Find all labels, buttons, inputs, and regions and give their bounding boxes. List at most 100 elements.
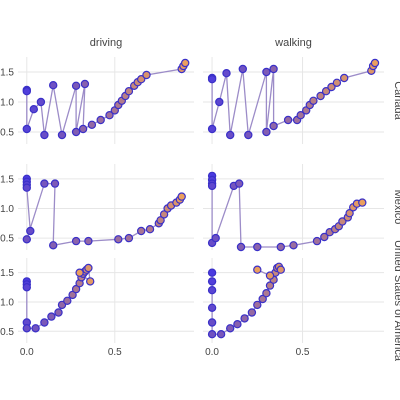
data-point xyxy=(49,80,58,90)
series-line xyxy=(26,62,186,136)
data-point xyxy=(136,74,146,84)
data-point xyxy=(327,82,336,92)
data-point xyxy=(29,104,38,114)
data-point xyxy=(75,268,84,277)
data-point xyxy=(124,86,134,96)
data-point xyxy=(269,121,278,131)
data-point xyxy=(54,308,63,317)
facet-panel: 0.0 0.5 xyxy=(203,258,384,358)
data-point xyxy=(289,241,298,250)
data-point xyxy=(345,208,354,218)
data-point xyxy=(40,130,49,140)
y-tick-label: 1.0 xyxy=(0,98,14,109)
y-tick-label: 0.5 xyxy=(0,128,14,139)
data-point xyxy=(262,127,271,137)
data-point xyxy=(312,236,322,246)
data-point xyxy=(207,286,217,295)
data-point xyxy=(296,110,305,120)
data-point xyxy=(216,330,226,339)
data-point xyxy=(22,235,31,244)
data-point xyxy=(78,124,88,134)
data-point xyxy=(262,67,271,77)
data-point xyxy=(84,236,93,246)
data-point xyxy=(276,265,285,274)
data-point xyxy=(309,96,318,106)
series-line xyxy=(211,62,376,136)
x-tick-label: 0.5 xyxy=(296,347,310,358)
data-point xyxy=(47,312,56,321)
data-point xyxy=(225,324,235,333)
data-point xyxy=(236,242,246,252)
data-point xyxy=(71,127,81,137)
data-point xyxy=(49,241,58,250)
x-tick-label: 0.0 xyxy=(205,347,219,358)
data-point xyxy=(233,320,242,329)
y-tick-label: 1.5 xyxy=(0,268,14,279)
data-point xyxy=(87,120,97,130)
data-point xyxy=(142,70,151,80)
data-point xyxy=(269,64,278,74)
data-point xyxy=(247,308,257,317)
y-tick-label: 1.5 xyxy=(0,68,14,79)
y-tick-label: 1.0 xyxy=(0,297,14,308)
data-point xyxy=(84,263,93,273)
facet-panel xyxy=(203,164,384,252)
data-point xyxy=(207,268,217,277)
data-point xyxy=(240,314,249,323)
data-point xyxy=(358,198,367,207)
data-point xyxy=(207,330,217,339)
data-point xyxy=(265,281,275,290)
data-point xyxy=(262,289,271,298)
column-strip-label: driving xyxy=(90,37,122,49)
data-point xyxy=(80,79,90,89)
data-point xyxy=(114,235,123,244)
data-point xyxy=(85,277,95,286)
y-tick-label: 1.0 xyxy=(0,204,14,215)
facet-panel: 0.5 1.0 1.5 xyxy=(0,57,194,144)
data-point xyxy=(177,192,186,201)
data-point xyxy=(211,233,220,243)
data-point xyxy=(50,179,60,188)
facet-panels: 0.5 1.0 1.5 0.5 1.0 1.5 0.5 1.0 1.5 0.0 0.5 0.0 0.5 xyxy=(0,57,384,358)
data-point xyxy=(136,226,146,236)
data-point xyxy=(258,294,267,304)
x-tick-label: 0.5 xyxy=(108,347,122,358)
data-point xyxy=(253,300,262,310)
data-point xyxy=(207,74,217,84)
row-strip-label: Mexico xyxy=(392,190,400,225)
data-point xyxy=(332,78,342,88)
data-point xyxy=(225,130,235,140)
data-point xyxy=(340,73,349,83)
data-point xyxy=(253,265,262,274)
data-point xyxy=(207,181,217,191)
data-point xyxy=(36,97,46,107)
data-point xyxy=(207,303,217,312)
data-point xyxy=(321,86,331,96)
data-point xyxy=(96,115,105,125)
data-point xyxy=(145,224,155,234)
data-point xyxy=(71,236,81,246)
data-point xyxy=(63,296,72,305)
column-strip-label: walking xyxy=(274,37,312,49)
data-point xyxy=(253,242,262,252)
data-point xyxy=(105,110,114,120)
y-tick-label: 0.5 xyxy=(0,234,14,245)
row-strip-label: United States of America xyxy=(392,240,400,362)
facet-strip-labels: driving walking Canada Mexico United States … xyxy=(90,37,400,362)
facet-panel xyxy=(203,57,384,144)
data-point xyxy=(26,226,35,236)
data-point xyxy=(57,130,67,140)
data-point xyxy=(316,91,325,101)
data-point xyxy=(207,277,217,286)
data-point xyxy=(40,318,49,327)
data-point xyxy=(320,232,329,242)
data-point xyxy=(222,68,231,78)
data-point xyxy=(31,324,40,333)
data-point xyxy=(244,130,253,140)
data-point xyxy=(22,183,31,192)
data-point xyxy=(207,318,217,327)
row-strip-label: Canada xyxy=(392,81,400,120)
series-line xyxy=(26,178,183,247)
data-point xyxy=(207,124,217,134)
